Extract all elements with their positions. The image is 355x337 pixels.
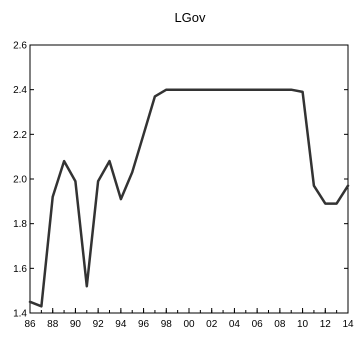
x-tick-label: 98 bbox=[161, 319, 173, 330]
x-tick-label: 12 bbox=[320, 319, 332, 330]
x-tick-label: 14 bbox=[342, 319, 354, 330]
x-tick-label: 90 bbox=[70, 319, 82, 330]
axes bbox=[29, 44, 349, 314]
y-tick-label: 1.4 bbox=[13, 309, 27, 320]
x-tick-label: 06 bbox=[252, 319, 264, 330]
y-tick-label: 2.0 bbox=[13, 175, 27, 186]
x-tick-label: 88 bbox=[47, 319, 59, 330]
series-line-lgov bbox=[28, 88, 350, 308]
x-tick-label: 08 bbox=[274, 319, 286, 330]
x-tick-label: 02 bbox=[206, 319, 218, 330]
y-tick-label: 1.8 bbox=[13, 219, 27, 230]
x-tick-label: 94 bbox=[115, 319, 127, 330]
y-tick-label: 2.6 bbox=[13, 41, 27, 52]
series-group bbox=[28, 88, 350, 308]
chart-title: LGov bbox=[174, 10, 206, 25]
x-axis: 86 88 90 92 94 96 98 00 02 04 06 08 10 12 14 bbox=[24, 308, 354, 330]
plot-frame bbox=[29, 44, 349, 314]
x-tick-label: 86 bbox=[24, 319, 36, 330]
x-tick-label: 04 bbox=[229, 319, 241, 330]
x-tick-label: 00 bbox=[183, 319, 195, 330]
x-tick-label: 96 bbox=[138, 319, 150, 330]
y-tick-label: 2.2 bbox=[13, 130, 27, 141]
y-axis: 1.4 1.6 1.8 2.0 2.2 2.4 2.6 bbox=[13, 41, 348, 320]
x-tick-label: 92 bbox=[93, 319, 105, 330]
y-tick-label: 1.6 bbox=[13, 264, 27, 275]
x-tick-label: 10 bbox=[297, 319, 309, 330]
y-tick-label: 2.4 bbox=[13, 85, 27, 96]
